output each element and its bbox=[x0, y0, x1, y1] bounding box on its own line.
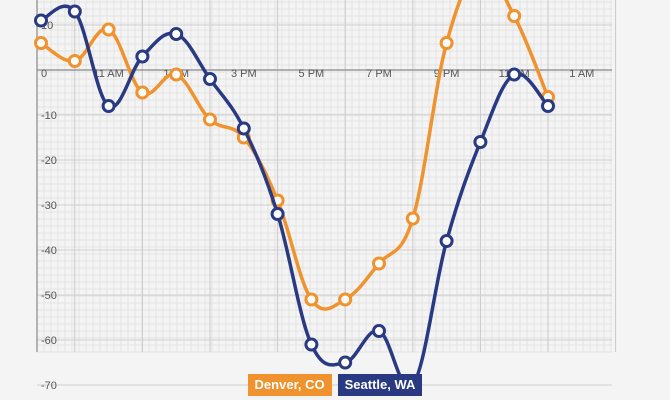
y-tick-label: -60 bbox=[41, 335, 57, 347]
data-point-denver bbox=[135, 85, 150, 100]
y-tick-label: -10 bbox=[41, 110, 57, 122]
data-point-seattle bbox=[67, 4, 82, 19]
legend-item-denver: Denver, CO bbox=[247, 374, 332, 396]
data-point-seattle bbox=[439, 234, 454, 248]
data-point-seattle bbox=[101, 99, 116, 113]
data-point-seattle bbox=[203, 72, 217, 86]
data-point-denver bbox=[338, 292, 353, 307]
data-point-seattle bbox=[169, 27, 184, 41]
data-point-seattle bbox=[34, 13, 48, 28]
y-tick-label: -70 bbox=[41, 380, 57, 392]
data-point-denver bbox=[67, 54, 82, 68]
series-line-denver bbox=[39, 0, 550, 311]
x-tick-label: 7 PM bbox=[366, 68, 392, 80]
chart-legend: Denver, CO Seattle, WA bbox=[0, 374, 670, 396]
legend-item-seattle: Seattle, WA bbox=[337, 374, 423, 396]
data-point-denver bbox=[203, 112, 217, 127]
data-point-seattle bbox=[372, 324, 386, 338]
series-line-seattle bbox=[39, 4, 550, 390]
data-point-seattle bbox=[304, 337, 319, 352]
grid bbox=[36, 0, 612, 353]
data-point-seattle bbox=[236, 121, 251, 136]
data-point-denver bbox=[372, 256, 386, 271]
data-point-seattle bbox=[135, 49, 150, 64]
x-tick-label: 3 PM bbox=[231, 68, 257, 80]
y-tick-label: -30 bbox=[41, 200, 57, 212]
data-point-denver bbox=[169, 67, 184, 82]
data-point-denver bbox=[439, 36, 454, 50]
grid-major bbox=[37, 0, 617, 386]
x-tick-label: 5 PM bbox=[299, 68, 325, 80]
x-tick-label: 11 AM bbox=[93, 68, 123, 80]
data-point-seattle bbox=[270, 207, 285, 221]
data-point-denver bbox=[34, 36, 48, 50]
data-point-denver bbox=[304, 292, 319, 307]
data-point-seattle bbox=[541, 99, 555, 113]
data-point-denver bbox=[507, 9, 522, 23]
data-point-seattle bbox=[338, 355, 353, 370]
y-tick-label: 0 bbox=[41, 68, 47, 80]
data-point-denver bbox=[405, 211, 420, 226]
y-tick-label: -20 bbox=[41, 155, 57, 167]
y-tick-label: -50 bbox=[41, 290, 57, 302]
data-point-seattle bbox=[473, 135, 488, 149]
data-point-denver bbox=[101, 22, 116, 37]
x-tick-label: 1 AM bbox=[569, 68, 594, 80]
data-point-seattle bbox=[507, 67, 522, 82]
y-tick-label: -40 bbox=[41, 245, 57, 257]
